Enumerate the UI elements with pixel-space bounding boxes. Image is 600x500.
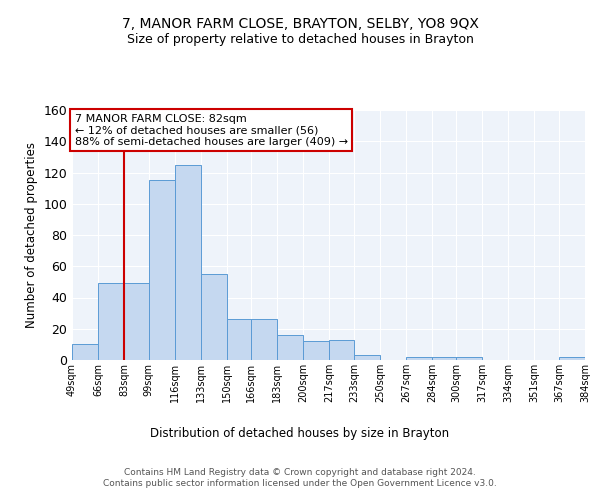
Bar bbox=[559, 357, 585, 360]
Text: 7, MANOR FARM CLOSE, BRAYTON, SELBY, YO8 9QX: 7, MANOR FARM CLOSE, BRAYTON, SELBY, YO8… bbox=[122, 18, 478, 32]
Y-axis label: Number of detached properties: Number of detached properties bbox=[25, 142, 38, 328]
Text: Contains HM Land Registry data © Crown copyright and database right 2024.
Contai: Contains HM Land Registry data © Crown c… bbox=[103, 468, 497, 487]
Bar bbox=[124, 284, 149, 360]
Bar bbox=[98, 284, 124, 360]
Bar bbox=[277, 335, 303, 360]
Bar bbox=[251, 320, 277, 360]
Bar bbox=[303, 341, 329, 360]
Bar bbox=[354, 356, 380, 360]
Bar bbox=[149, 180, 175, 360]
Bar bbox=[200, 274, 227, 360]
Bar bbox=[227, 320, 251, 360]
Bar bbox=[406, 357, 432, 360]
Bar bbox=[432, 357, 457, 360]
Bar bbox=[175, 164, 200, 360]
Text: 7 MANOR FARM CLOSE: 82sqm
← 12% of detached houses are smaller (56)
88% of semi-: 7 MANOR FARM CLOSE: 82sqm ← 12% of detac… bbox=[74, 114, 347, 147]
Text: Size of property relative to detached houses in Brayton: Size of property relative to detached ho… bbox=[127, 32, 473, 46]
Bar bbox=[457, 357, 482, 360]
Text: Distribution of detached houses by size in Brayton: Distribution of detached houses by size … bbox=[151, 428, 449, 440]
Bar bbox=[329, 340, 354, 360]
Bar bbox=[72, 344, 98, 360]
